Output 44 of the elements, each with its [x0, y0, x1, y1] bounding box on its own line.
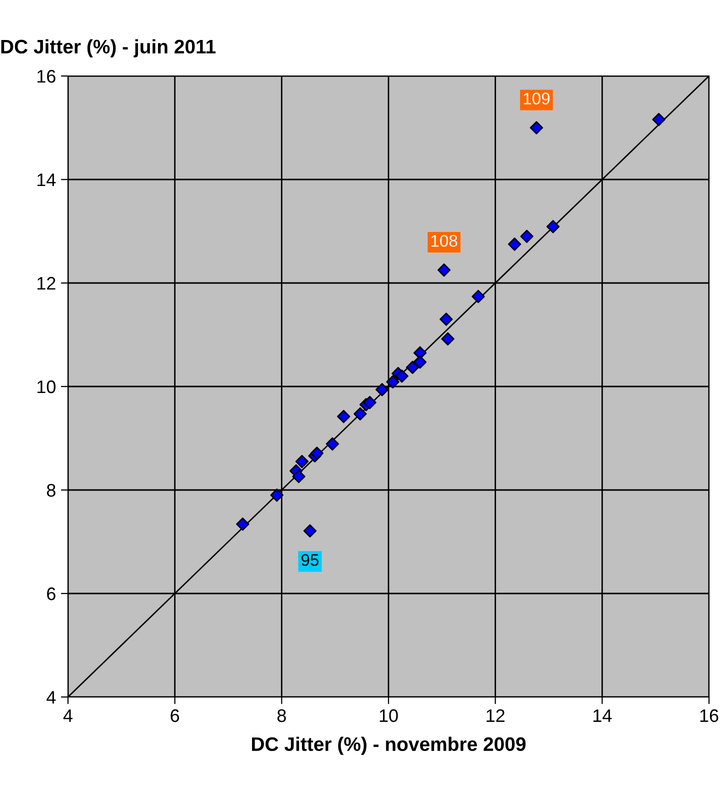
y-tick-label: 16 [37, 70, 56, 83]
x-tick-label: 16 [700, 709, 718, 722]
point [270, 488, 284, 502]
point [303, 524, 317, 538]
point [508, 238, 522, 251]
x-axis-title: DC Jitter (%) - novembre 2009 [252, 736, 526, 755]
point [652, 112, 666, 126]
annotation: 109 [524, 92, 550, 104]
point [310, 446, 324, 460]
point [295, 454, 309, 468]
point [354, 407, 367, 421]
x-tick-label: 14 [594, 709, 612, 722]
y-tick-label: 8 [46, 484, 56, 497]
x-tick-label: 6 [170, 709, 180, 722]
point [530, 121, 544, 134]
y-tick-label: 6 [47, 587, 56, 600]
y-tick-label: 4 [46, 691, 56, 704]
point [376, 383, 389, 396]
point [363, 396, 376, 410]
y-tick-label: 14 [37, 174, 56, 186]
point [337, 410, 350, 424]
y-axis-title: DC Jitter (%) - juin 2011 [1, 39, 216, 58]
point [413, 356, 427, 369]
point [546, 220, 560, 234]
point [292, 470, 306, 484]
x-tick-label: 4 [63, 709, 72, 722]
point [326, 437, 339, 451]
x-tick-label: 8 [277, 709, 286, 722]
point [386, 375, 400, 388]
y-tick-label: 12 [37, 276, 56, 290]
point [520, 230, 534, 244]
point [437, 263, 451, 277]
point [413, 346, 427, 360]
point [472, 290, 485, 304]
annotation: 95 [301, 554, 319, 566]
x-tick-label: 12 [486, 709, 504, 722]
point [406, 360, 420, 374]
point [236, 518, 250, 531]
annotation: 108 [431, 234, 458, 247]
x-tick-label: 10 [380, 709, 398, 722]
y-tick-label: 10 [37, 380, 56, 394]
point [440, 312, 453, 326]
point [395, 370, 408, 383]
point [441, 332, 454, 346]
